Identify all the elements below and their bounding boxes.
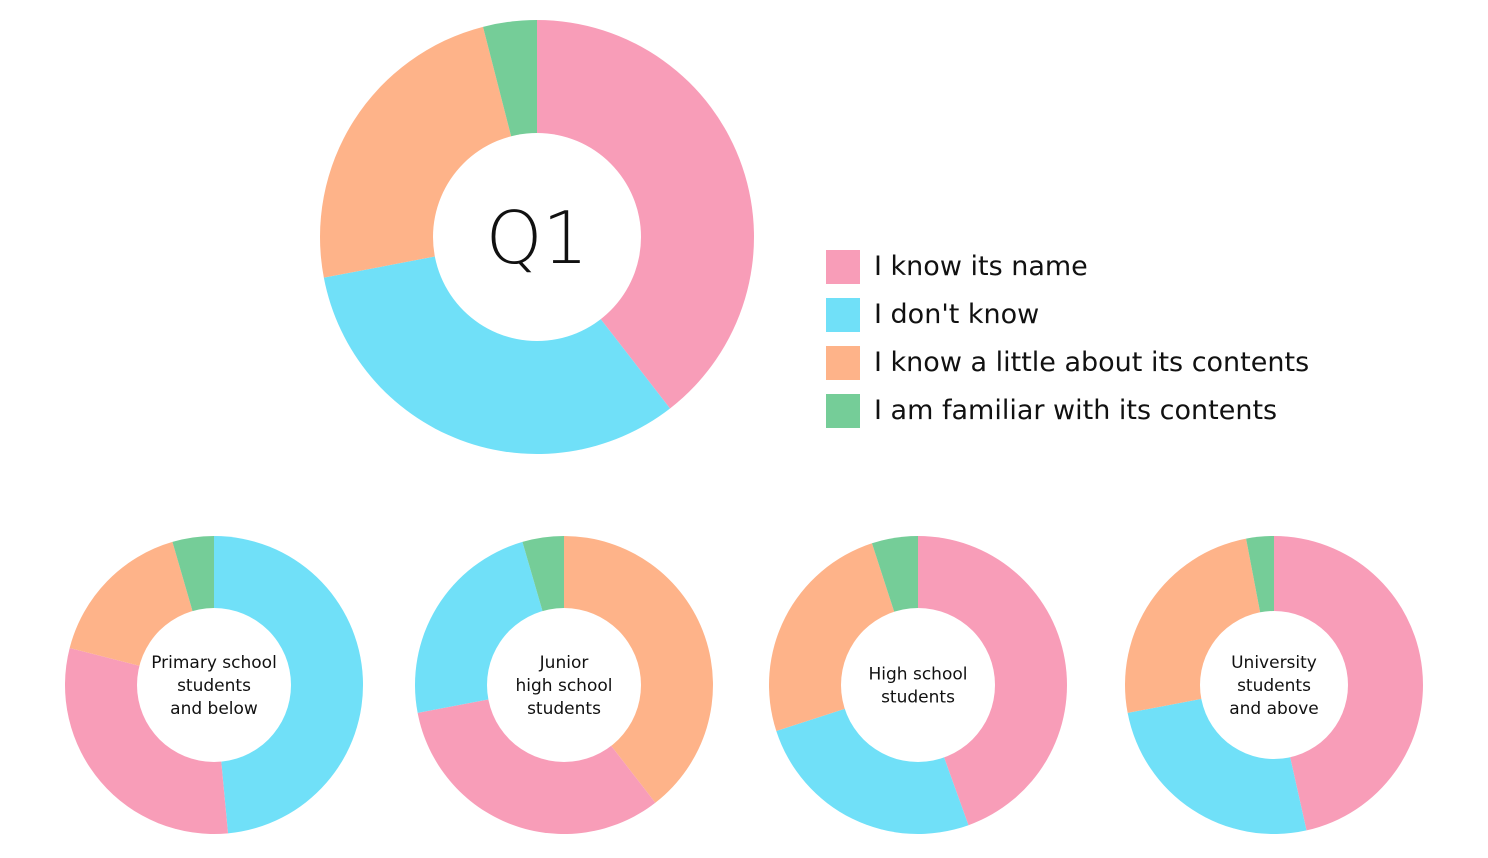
donut-chart-primary-school: Primary school students and below bbox=[64, 536, 364, 835]
donut-hole bbox=[841, 608, 995, 762]
center-label: Primary school bbox=[151, 653, 277, 673]
slice-i-dont-know bbox=[323, 237, 670, 454]
center-label: High school bbox=[869, 665, 968, 685]
legend-item-i-know-a-little: I know a little about its contents bbox=[826, 346, 1309, 380]
center-label: students bbox=[527, 699, 601, 719]
slice-i-know-its-name bbox=[417, 685, 656, 834]
donut-chart-junior-high-school: Junior high school students bbox=[415, 536, 713, 834]
donut-hole bbox=[433, 133, 641, 341]
legend-item-i-know-its-name: I know its name bbox=[826, 250, 1309, 284]
legend-swatch bbox=[826, 394, 860, 428]
center-label: students bbox=[1237, 676, 1311, 696]
donut-hole bbox=[487, 608, 641, 762]
center-label: students bbox=[881, 688, 955, 708]
slice-i-know-its-name bbox=[1274, 536, 1423, 831]
slice-i-know-its-name bbox=[537, 20, 754, 409]
donut-chart-q1: Q1 bbox=[319, 20, 754, 454]
donut-hole bbox=[1200, 611, 1348, 759]
legend-label: I know its name bbox=[874, 251, 1088, 282]
center-label: and above bbox=[1229, 699, 1319, 719]
center-label: high school bbox=[516, 676, 613, 696]
center-label: students bbox=[177, 676, 251, 696]
legend: I know its name I don't know I know a li… bbox=[826, 250, 1309, 442]
legend-label: I am familiar with its contents bbox=[874, 395, 1278, 426]
center-label: and below bbox=[170, 699, 258, 719]
legend-label: I don't know bbox=[874, 299, 1040, 330]
donut-hole bbox=[137, 608, 291, 762]
center-label: Q1 bbox=[486, 196, 588, 280]
center-label: Junior bbox=[539, 653, 589, 673]
legend-swatch bbox=[826, 346, 860, 380]
donut-chart-high-school: High school students bbox=[768, 536, 1067, 834]
legend-item-i-am-familiar: I am familiar with its contents bbox=[826, 394, 1309, 428]
legend-item-i-dont-know: I don't know bbox=[826, 298, 1309, 332]
center-label: University bbox=[1231, 653, 1317, 673]
legend-label: I know a little about its contents bbox=[874, 347, 1310, 378]
legend-swatch bbox=[826, 298, 860, 332]
donut-chart-university: University students and above bbox=[1125, 536, 1423, 834]
legend-swatch bbox=[826, 250, 860, 284]
